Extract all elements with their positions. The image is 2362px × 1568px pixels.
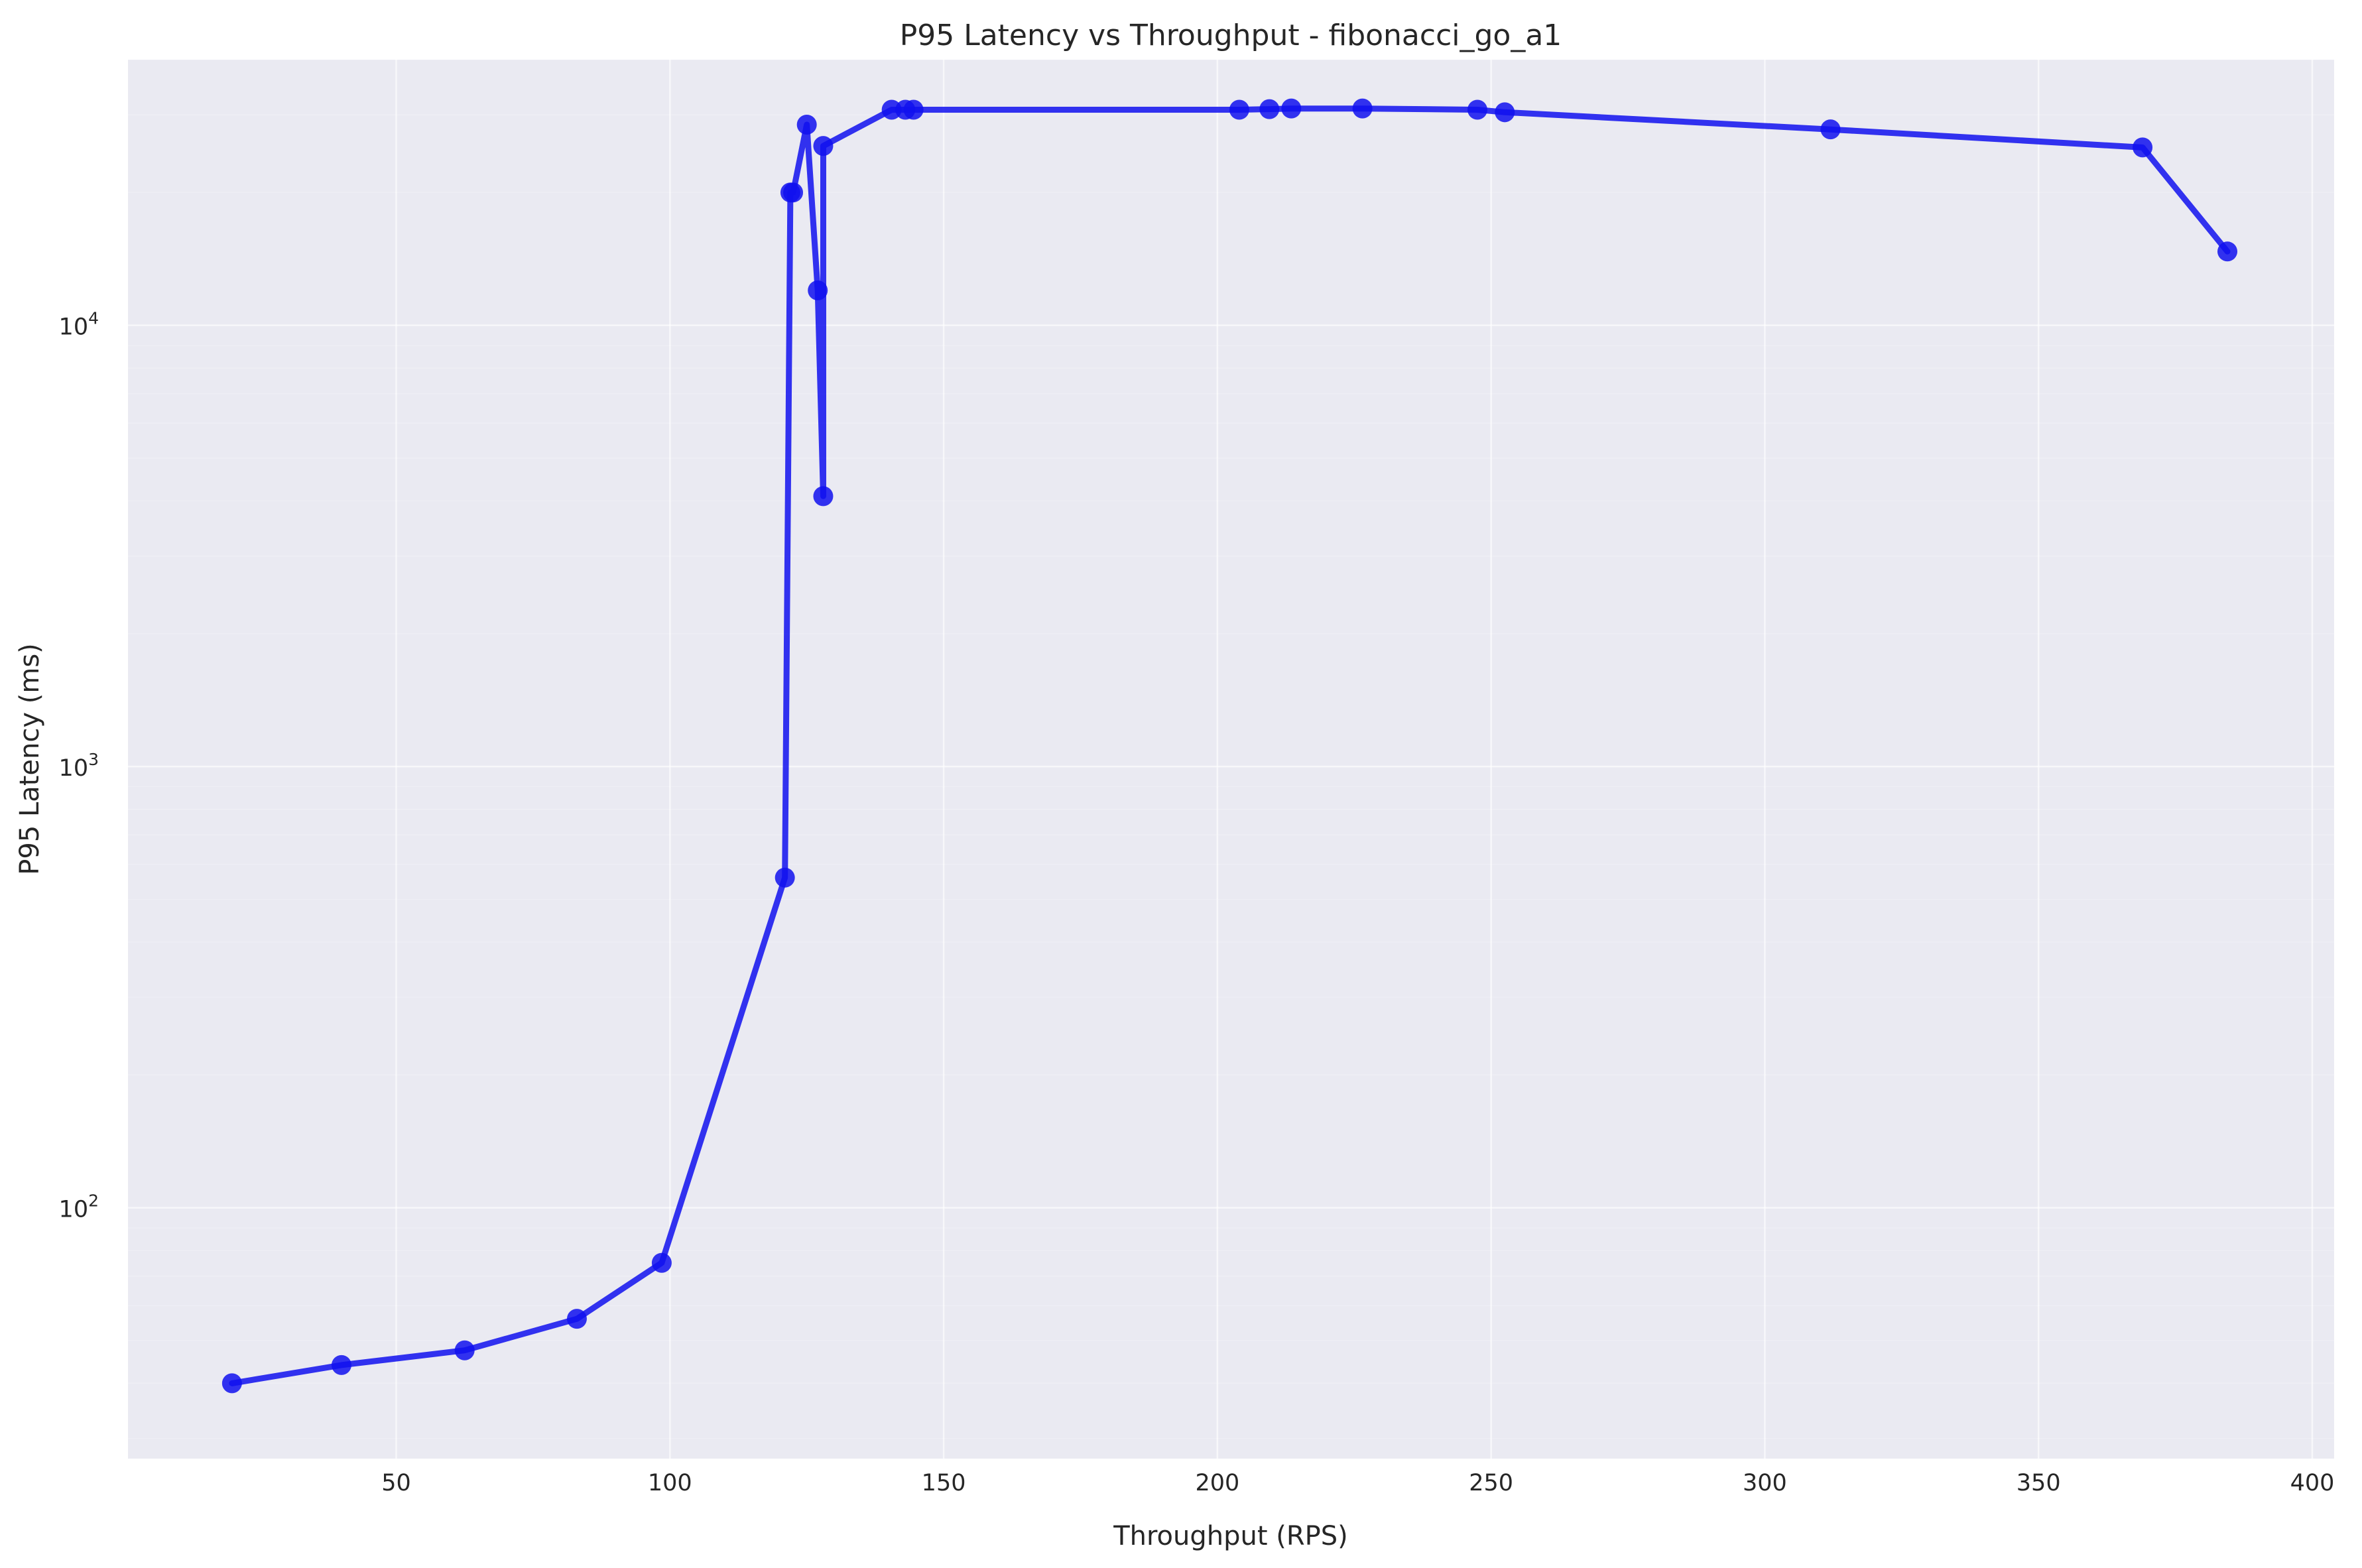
plot-area	[128, 60, 2334, 1459]
x-tick-label: 350	[2017, 1470, 2061, 1496]
ticks: 50 100 150 200 250 300 350 400 102 103 104	[59, 309, 2335, 1496]
data-point	[1259, 99, 1280, 119]
data-point	[881, 99, 902, 120]
data-point	[1820, 119, 1841, 140]
data-point	[1281, 98, 1302, 119]
y-tick-label: 102	[59, 1191, 99, 1223]
x-tick-label: 50	[381, 1470, 411, 1496]
y-axis-label: P95 Latency (ms)	[15, 643, 45, 875]
data-point	[454, 1340, 475, 1360]
data-point	[221, 1373, 242, 1394]
data-point	[2217, 241, 2238, 262]
x-tick-label: 200	[1195, 1470, 1239, 1496]
series-layer	[221, 98, 2238, 1394]
data-point	[796, 114, 817, 135]
chart-title: P95 Latency vs Throughput - fibonacci_go…	[900, 19, 1562, 52]
data-point	[1467, 99, 1488, 120]
data-point	[808, 280, 828, 300]
x-tick-label: 100	[648, 1470, 692, 1496]
x-tick-label: 250	[1469, 1470, 1513, 1496]
data-point	[903, 99, 924, 120]
data-point	[651, 1252, 672, 1273]
data-point	[813, 486, 834, 507]
y-tick-label: 104	[59, 309, 99, 341]
data-point	[1495, 102, 1515, 123]
data-point	[783, 182, 804, 203]
data-point	[566, 1309, 587, 1329]
y-tick-label: 103	[59, 750, 99, 782]
x-tick-label: 150	[922, 1470, 966, 1496]
data-point	[813, 136, 834, 156]
x-axis-label: Throughput (RPS)	[1113, 1521, 1348, 1551]
data-point	[1352, 98, 1373, 119]
data-point	[775, 867, 795, 888]
data-point	[331, 1355, 351, 1375]
data-point	[1229, 99, 1249, 120]
x-tick-label: 400	[2290, 1470, 2335, 1496]
x-tick-label: 300	[1743, 1470, 1787, 1496]
data-point	[2133, 137, 2153, 158]
